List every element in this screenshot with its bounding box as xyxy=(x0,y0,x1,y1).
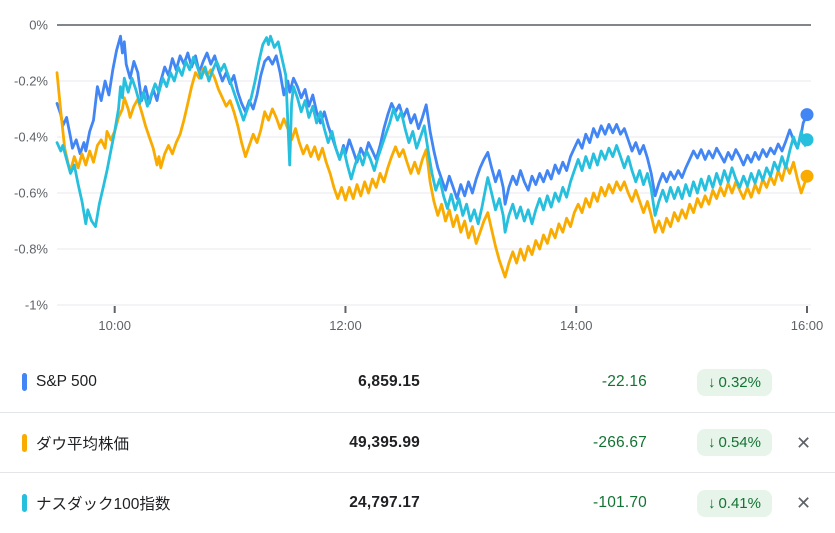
svg-text:0%: 0% xyxy=(29,18,48,33)
index-value: 24,797.17 xyxy=(349,494,420,511)
svg-text:16:00: 16:00 xyxy=(791,318,824,333)
index-change: -22.16 xyxy=(601,373,647,390)
percent-change-badge: ↓ 0.32% xyxy=(696,368,772,396)
price-chart-canvas[interactable]: 0% -0.2% -0.4% -0.6% -0.8% -1% 10:00 12:00 14:00… xyxy=(0,0,835,352)
down-arrow-icon: ↓ xyxy=(707,494,716,512)
svg-text:-0.4%: -0.4% xyxy=(14,130,48,145)
remove-index-button[interactable]: ✕ xyxy=(792,490,815,516)
percent-change-label: 0.41% xyxy=(718,494,761,512)
percent-change-label: 0.54% xyxy=(718,434,761,451)
index-value: 6,859.15 xyxy=(358,373,420,390)
series-color-chip xyxy=(22,494,27,512)
index-name[interactable]: ナスダック100指数 xyxy=(36,496,171,513)
remove-index-button[interactable]: ✕ xyxy=(792,430,815,456)
svg-text:12:00: 12:00 xyxy=(329,318,362,333)
svg-text:10:00: 10:00 xyxy=(98,318,131,333)
svg-text:-1%: -1% xyxy=(25,298,49,313)
index-value: 49,395.99 xyxy=(349,433,420,451)
percent-change-badge: ↓ 0.41% xyxy=(696,489,772,517)
table-row[interactable]: ダウ平均株価 49,395.99 -266.67 ↓ 0.54% ✕ xyxy=(0,412,835,472)
intraday-percent-change-chart[interactable]: 0% -0.2% -0.4% -0.6% -0.8% -1% 10:00 12:00 14:00… xyxy=(0,0,835,352)
svg-text:-0.2%: -0.2% xyxy=(14,74,48,89)
svg-text:-0.6%: -0.6% xyxy=(14,186,48,201)
percent-change-label: 0.32% xyxy=(718,373,761,391)
index-legend-table: S&P 500 6,859.15 -22.16 ↓0.32% ✕ ダウ平均株価 … xyxy=(0,352,835,533)
series-color-chip xyxy=(22,433,27,452)
index-change: -266.67 xyxy=(593,433,647,451)
index-name[interactable]: S&P 500 xyxy=(36,373,97,390)
percent-change-badge: ↓ 0.54% xyxy=(696,429,772,456)
table-row[interactable]: S&P 500 6,859.15 -22.16 ↓0.32% ✕ xyxy=(0,352,835,412)
down-arrow-icon: ↓ xyxy=(707,434,716,451)
down-arrow-icon: ↓ xyxy=(707,373,716,391)
index-name[interactable]: ダウ平均株価 xyxy=(36,435,130,453)
index-change: -101.70 xyxy=(593,494,647,511)
table-row[interactable]: ナスダック100指数 24,797.17 -101.70 ↓ 0.41% ✕ xyxy=(0,472,835,533)
series-color-chip xyxy=(22,373,27,391)
svg-text:14:00: 14:00 xyxy=(560,318,593,333)
svg-text:-0.8%: -0.8% xyxy=(14,242,48,257)
